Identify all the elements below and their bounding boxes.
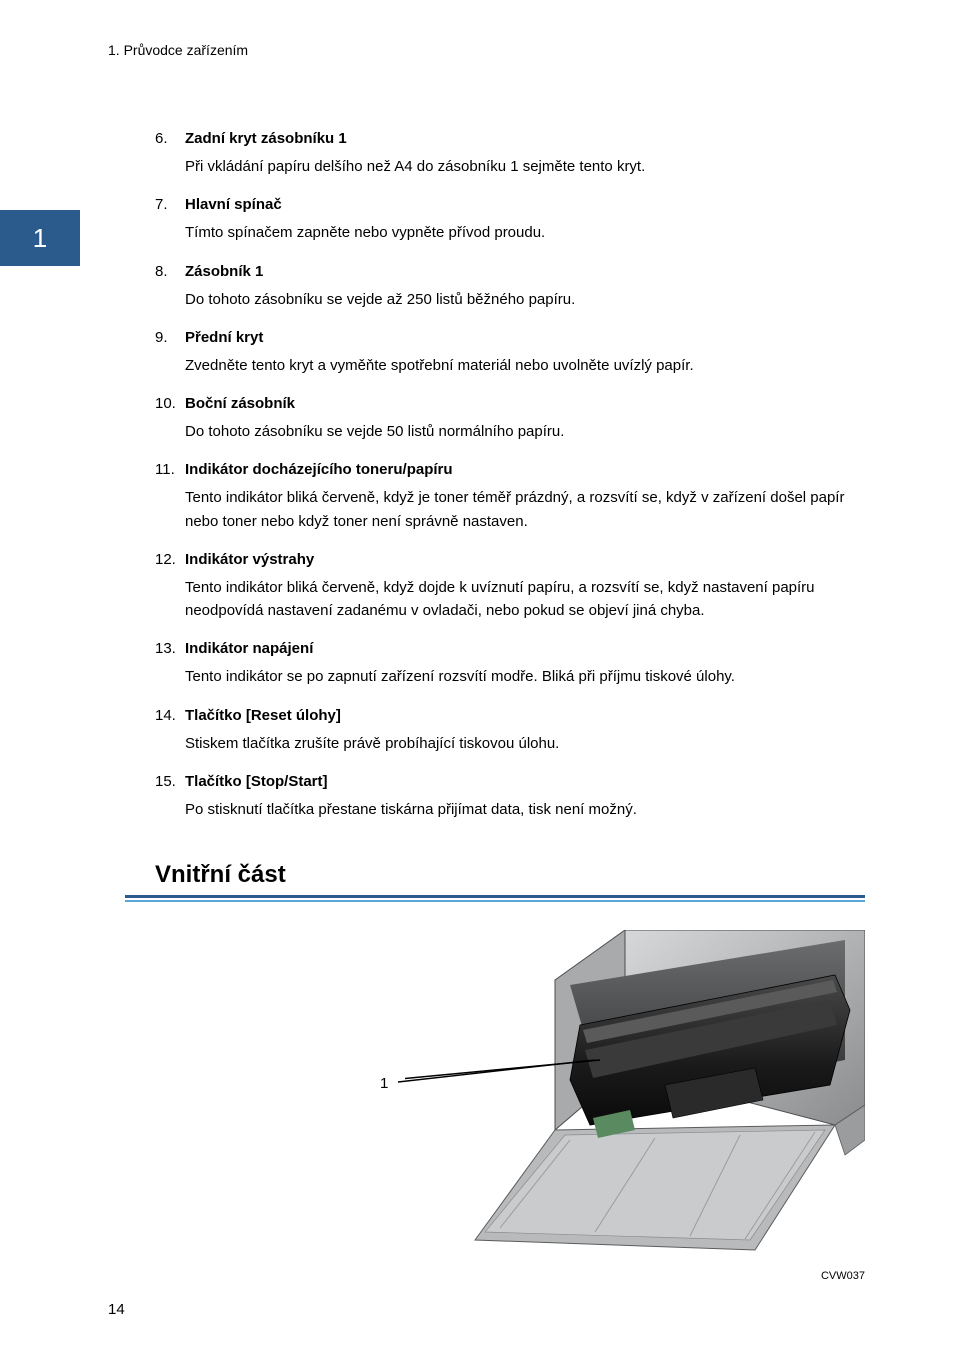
list-item: 6. Zadní kryt zásobníku 1 Při vkládání p… [155, 130, 865, 178]
list-item: 10. Boční zásobník Do tohoto zásobníku s… [155, 395, 865, 443]
item-description: Při vkládání papíru delšího než A4 do zá… [185, 155, 865, 178]
section-rule [155, 895, 865, 902]
item-number: 14. [155, 707, 185, 724]
item-title: Zadní kryt zásobníku 1 [185, 130, 347, 147]
item-description: Zvedněte tento kryt a vyměňte spotřební … [185, 354, 865, 377]
chapter-number-badge: 1 [0, 210, 80, 266]
figure-callout-number: 1 [380, 1075, 388, 1092]
item-number: 11. [155, 461, 185, 478]
item-title: Zásobník 1 [185, 263, 263, 280]
page-number: 14 [108, 1301, 125, 1318]
item-number: 6. [155, 130, 185, 147]
list-item: 11. Indikátor docházejícího toneru/papír… [155, 461, 865, 533]
item-title: Indikátor docházejícího toneru/papíru [185, 461, 453, 478]
item-number: 12. [155, 551, 185, 568]
item-description: Tento indikátor bliká červeně, když je t… [185, 486, 865, 533]
item-title: Hlavní spínač [185, 196, 282, 213]
item-description: Do tohoto zásobníku se vejde 50 listů no… [185, 420, 865, 443]
item-description: Do tohoto zásobníku se vejde až 250 list… [185, 288, 865, 311]
item-number: 9. [155, 329, 185, 346]
callout-leader-line [390, 930, 615, 1130]
item-number: 7. [155, 196, 185, 213]
item-title: Indikátor napájení [185, 640, 313, 657]
item-title: Indikátor výstrahy [185, 551, 314, 568]
list-item: 12. Indikátor výstrahy Tento indikátor b… [155, 551, 865, 623]
item-title: Tlačítko [Stop/Start] [185, 773, 328, 790]
item-description: Tento indikátor bliká červeně, když dojd… [185, 576, 865, 623]
list-item: 15. Tlačítko [Stop/Start] Po stisknutí t… [155, 773, 865, 821]
item-number: 15. [155, 773, 185, 790]
item-number: 13. [155, 640, 185, 657]
item-title: Tlačítko [Reset úlohy] [185, 707, 341, 724]
list-item: 13. Indikátor napájení Tento indikátor s… [155, 640, 865, 688]
item-title: Boční zásobník [185, 395, 295, 412]
section-heading: Vnitřní část [155, 861, 865, 889]
item-number: 8. [155, 263, 185, 280]
list-item: 9. Přední kryt Zvedněte tento kryt a vym… [155, 329, 865, 377]
item-description: Tento indikátor se po zapnutí zařízení r… [185, 665, 865, 688]
list-item: 14. Tlačítko [Reset úlohy] Stiskem tlačí… [155, 707, 865, 755]
item-title: Přední kryt [185, 329, 263, 346]
item-number: 10. [155, 395, 185, 412]
figure: 1 [155, 930, 865, 1280]
chapter-header: 1. Průvodce zařízením [108, 42, 248, 58]
item-description: Tímto spínačem zapněte nebo vypněte přív… [185, 221, 865, 244]
list-item: 8. Zásobník 1 Do tohoto zásobníku se vej… [155, 263, 865, 311]
figure-code: CVW037 [821, 1270, 865, 1282]
item-description: Stiskem tlačítka zrušíte právě probíhají… [185, 732, 865, 755]
main-content: 6. Zadní kryt zásobníku 1 Při vkládání p… [155, 130, 865, 1280]
list-item: 7. Hlavní spínač Tímto spínačem zapněte … [155, 196, 865, 244]
item-description: Po stisknutí tlačítka přestane tiskárna … [185, 798, 865, 821]
